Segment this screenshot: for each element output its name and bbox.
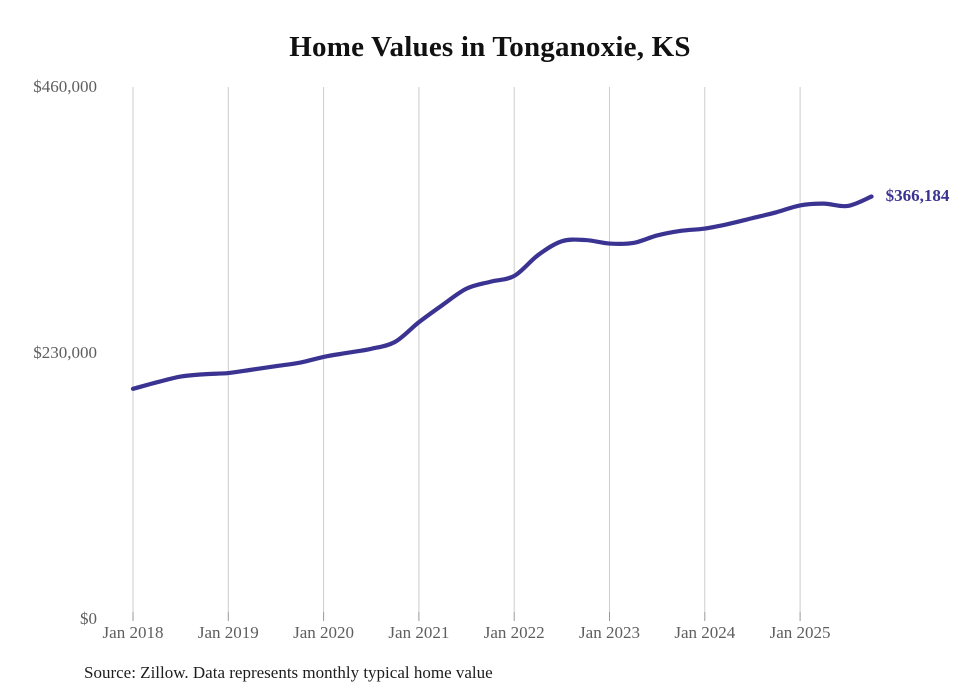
- x-axis-ticks: [132, 612, 801, 621]
- x-tick-label: Jan 2020: [293, 623, 355, 642]
- x-tick-label: Jan 2019: [197, 623, 259, 642]
- chart-title: Home Values in Tonganoxie, KS: [289, 31, 691, 63]
- gridlines: [132, 87, 801, 612]
- source-note: Source: Zillow. Data represents monthly …: [84, 663, 493, 682]
- x-tick-label: Jan 2021: [388, 623, 450, 642]
- y-tick-label: $460,000: [33, 77, 97, 96]
- x-tick-label: Jan 2023: [579, 623, 640, 642]
- data-line-series: [130, 194, 874, 391]
- x-tick-label: Jan 2022: [483, 623, 545, 642]
- x-tick-label: Jan 2024: [674, 623, 736, 642]
- end-value-label: $366,184: [885, 185, 950, 205]
- y-tick-label: $230,000: [33, 343, 97, 362]
- x-tick-label: Jan 2025: [769, 623, 831, 642]
- y-tick-label: $0: [80, 609, 97, 628]
- x-tick-label: Jan 2018: [102, 623, 164, 642]
